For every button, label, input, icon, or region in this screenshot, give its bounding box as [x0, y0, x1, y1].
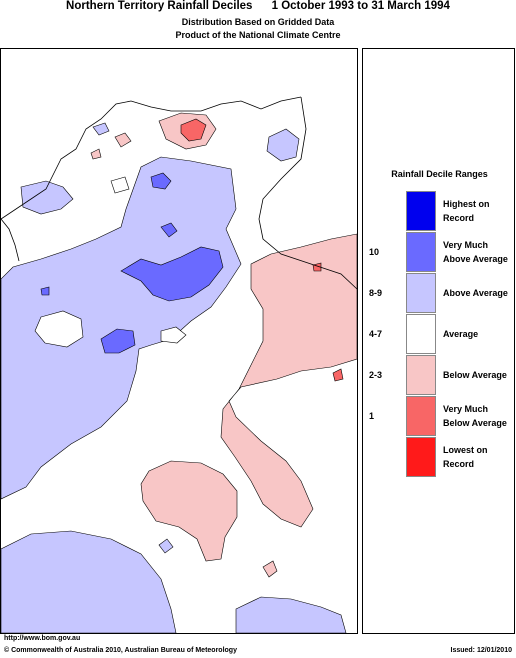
- legend-panel: Rainfall Decile Ranges Highest on Record…: [362, 48, 515, 634]
- above-average-south-east: [235, 596, 347, 633]
- legend-label: Average: [443, 329, 479, 339]
- legend-swatch-highest: [406, 191, 436, 231]
- legend-row-average: 4-7 Average: [363, 314, 516, 354]
- average-holes: [34, 176, 187, 348]
- legend-row-below: 2-3 Below Average: [363, 355, 516, 395]
- legend-label: Above Average: [443, 288, 508, 298]
- legend-code: 10: [369, 247, 380, 257]
- legend-swatch-below: [406, 355, 436, 395]
- legend-row-lowest: Lowest on Record: [363, 437, 516, 477]
- very-much-above-west-blob: [100, 328, 136, 354]
- legend-swatch-average: [406, 314, 436, 354]
- gulf-coastline: [258, 96, 357, 290]
- very-much-above-small-dot: [160, 222, 178, 238]
- below-average-small-north: [90, 148, 102, 160]
- above-average-south-west: [1, 530, 177, 633]
- legend-row-very-much-below: 1 Very Much Below Average: [363, 396, 516, 436]
- rainfall-decile-map: [0, 48, 358, 634]
- legend-code: [369, 437, 403, 477]
- legend-swatch-lowest: [406, 437, 436, 477]
- map-subtitle-distribution: Distribution Based on Gridded Data: [181, 17, 335, 27]
- very-much-above-regions: [40, 172, 224, 354]
- legend-label: Below Average: [443, 370, 507, 380]
- average-hole-central: [160, 326, 187, 344]
- legend-label: Very Much Above Average: [443, 240, 508, 264]
- legend-title: Rainfall Decile Ranges: [391, 169, 488, 179]
- above-average-regions: [1, 122, 347, 633]
- very-much-above-west-dot: [40, 286, 50, 296]
- legend-swatch-very-much-above: [406, 232, 436, 272]
- legend-label: Lowest on Record: [443, 445, 488, 469]
- average-hole-west: [34, 310, 84, 348]
- very-much-below-east-dot: [332, 368, 344, 382]
- map-subtitle-product: Product of the National Climate Centre: [175, 30, 341, 40]
- west-coastline: [1, 218, 20, 262]
- above-average-small-north: [92, 122, 110, 136]
- below-average-small-south: [262, 560, 278, 578]
- coastline: [1, 96, 357, 290]
- legend-label: Very Much Below Average: [443, 404, 507, 428]
- bom-website-link[interactable]: http://www.bom.gov.au: [4, 635, 81, 642]
- above-average-south-dot: [158, 538, 174, 554]
- below-average-south-central: [140, 460, 238, 562]
- copyright-notice: © Commonwealth of Australia 2010, Austra…: [4, 647, 237, 654]
- legend-row-highest: Highest on Record: [363, 191, 516, 231]
- above-average-west-region: [1, 156, 242, 500]
- legend-code: [369, 191, 403, 231]
- legend-swatch-very-much-below: [406, 396, 436, 436]
- legend-code: 1: [369, 411, 375, 421]
- legend-code: 8-9: [369, 288, 383, 298]
- above-average-northwest-blob: [20, 180, 74, 215]
- legend-swatch-above: [406, 273, 436, 313]
- legend-code: 2-3: [369, 370, 383, 380]
- legend-row-above: 8-9 Above Average: [363, 273, 516, 313]
- north-coastline: [1, 96, 302, 220]
- legend-code: 4-7: [369, 329, 383, 339]
- below-average-east-band: [220, 233, 357, 528]
- issued-date: Issued: 12/01/2010: [450, 647, 513, 654]
- map-canvas: [1, 96, 357, 633]
- very-much-below-regions: [180, 118, 344, 382]
- map-title: Northern Territory Rainfall Deciles 1 Oc…: [66, 0, 450, 12]
- legend-label: Highest on Record: [443, 199, 490, 223]
- very-much-above-north-blob: [150, 172, 172, 190]
- very-much-above-central-blob: [120, 246, 224, 302]
- average-hole-north: [110, 176, 130, 194]
- legend-row-very-much-above: 10 Very Much Above Average: [363, 232, 516, 272]
- very-much-below-north-blob: [180, 118, 207, 142]
- below-average-northwest-blob: [114, 132, 132, 148]
- above-average-arnhem-patch: [266, 128, 300, 162]
